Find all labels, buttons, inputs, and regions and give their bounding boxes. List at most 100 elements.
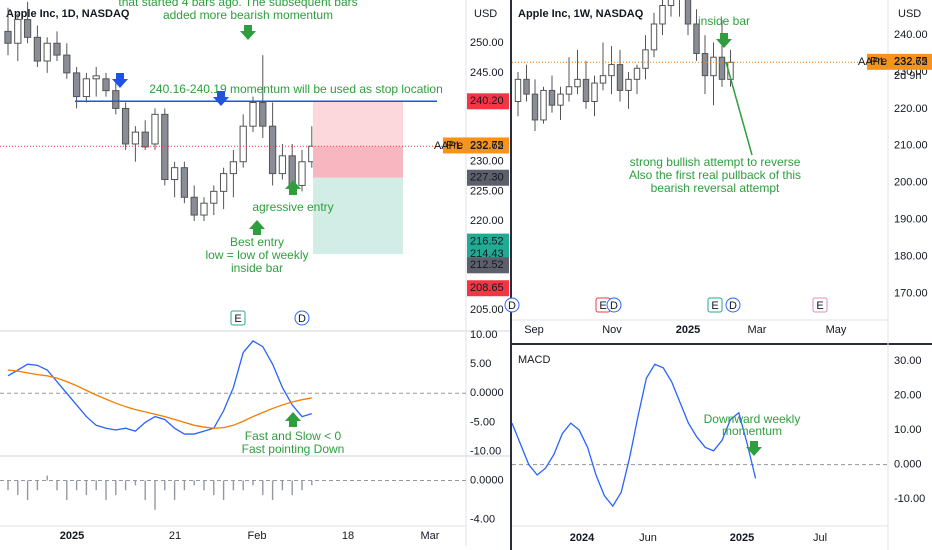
y-tick-label: 170.00 [894, 287, 928, 299]
arrow-icon [285, 412, 301, 427]
x-axis-label: 21 [169, 530, 181, 542]
histogram-bar [164, 480, 166, 491]
chart-title: Apple Inc, 1D, NASDAQ [6, 8, 130, 20]
price-badge [467, 137, 509, 154]
event-label: E [599, 300, 606, 312]
currency: USD [898, 8, 921, 20]
annotation: Downward weekly [704, 412, 801, 426]
y-tick-label: 250.00 [470, 37, 504, 49]
candle-body [557, 93, 564, 106]
histogram-bar [271, 480, 274, 501]
candle-body [43, 42, 51, 62]
price-badge-label: 232.62 [894, 56, 928, 68]
arrow-icon [112, 73, 128, 88]
stop-zone [313, 101, 403, 147]
annotation: strong bullish attempt to reverse [630, 155, 801, 169]
annotation: inside bar [698, 14, 750, 28]
y-tick-label: -4.00 [470, 513, 495, 525]
y-tick-label: 30.00 [894, 355, 922, 367]
annotation: bearish reversal attempt [651, 181, 780, 195]
histogram-bar [242, 480, 244, 491]
y-tick-label: -5.00 [470, 416, 495, 428]
candle-body [239, 125, 247, 163]
stop-zone-active [313, 146, 403, 178]
candle-body [642, 49, 649, 69]
candle-body [591, 82, 598, 102]
histogram-bar [7, 480, 9, 491]
histogram-bar [291, 480, 293, 496]
event-label: E [816, 300, 823, 312]
candle-body [599, 75, 607, 84]
candle-body [141, 131, 149, 148]
annotation: Fast pointing Down [242, 442, 345, 456]
candle-body [710, 56, 717, 77]
candle-body [693, 23, 700, 55]
indicator-line [7, 340, 312, 435]
arrow-icon [249, 220, 265, 235]
price-badge [467, 169, 509, 186]
histogram-bar [281, 480, 284, 491]
price-badge [467, 93, 509, 110]
weekly-macd-pane [512, 363, 888, 508]
y-tick-label: 205.00 [470, 304, 504, 316]
candle-body [63, 54, 71, 74]
histogram-bar [154, 480, 156, 510]
histogram-bar [56, 480, 58, 491]
annotation: 240.16-240.19 momentum will be used as s… [149, 82, 443, 96]
candle-body [102, 78, 110, 92]
price-badge-label: 232.75 [894, 56, 928, 68]
y-tick-label: 20.00 [894, 389, 922, 401]
candle-body [180, 167, 189, 198]
candle-body [131, 131, 140, 145]
histogram-bar [193, 480, 195, 486]
candle-body [718, 56, 726, 80]
candle-body [616, 64, 624, 91]
candle-body [200, 202, 208, 216]
badge-name: Pre [870, 56, 887, 68]
annotation: Fast and Slow < 0 [245, 429, 342, 443]
y-tick-label: 220.00 [894, 103, 928, 115]
price-badge-label: 240.20 [470, 95, 504, 107]
daily-histogram-pane [0, 475, 466, 510]
x-axis-label: Mar [421, 530, 440, 542]
annotation: Also the first real pullback of this [629, 168, 801, 182]
y-tick-label: 0.0000 [470, 474, 504, 486]
currency: USD [474, 8, 497, 20]
y-tick-label: 0.000 [894, 459, 922, 471]
badge-name-bg [443, 137, 467, 154]
event-label: E [711, 300, 718, 312]
candle-body [82, 78, 91, 98]
price-badge [467, 257, 509, 274]
weekly-price-pane [512, 0, 888, 132]
x-axis-label: Jul [813, 532, 827, 544]
overlay: 250.00 245.00 230.00 225.00 220.00 205.00 2025… [60, 0, 932, 544]
histogram-bar [173, 480, 176, 501]
x-axis-label: 2025 [730, 532, 754, 544]
candle-body [565, 86, 573, 95]
candle-body [161, 113, 169, 181]
candle-body [53, 42, 61, 56]
y-tick-label: 5.00 [470, 358, 491, 370]
histogram-bar [203, 480, 205, 491]
candle-body [701, 53, 709, 77]
candle-body [650, 23, 658, 51]
histogram-bar [222, 480, 225, 501]
histogram-bar [124, 480, 127, 491]
event-badge [230, 310, 246, 326]
histogram-bar [36, 480, 39, 491]
candle-body [92, 75, 100, 80]
event-label: D [729, 300, 737, 312]
histogram-bar [85, 480, 88, 496]
x-axis-label: Feb [248, 530, 267, 542]
price-badge [467, 233, 509, 250]
candle-body [210, 190, 218, 204]
event-label: D [610, 300, 618, 312]
x-axis-label: 2024 [570, 532, 595, 544]
y-tick-label: 225.00 [470, 185, 504, 197]
x-axis-label: 2025 [676, 324, 700, 336]
candle-body [4, 30, 12, 44]
event-badge [294, 310, 310, 326]
candle-body [608, 64, 615, 77]
histogram-bar [66, 480, 68, 501]
